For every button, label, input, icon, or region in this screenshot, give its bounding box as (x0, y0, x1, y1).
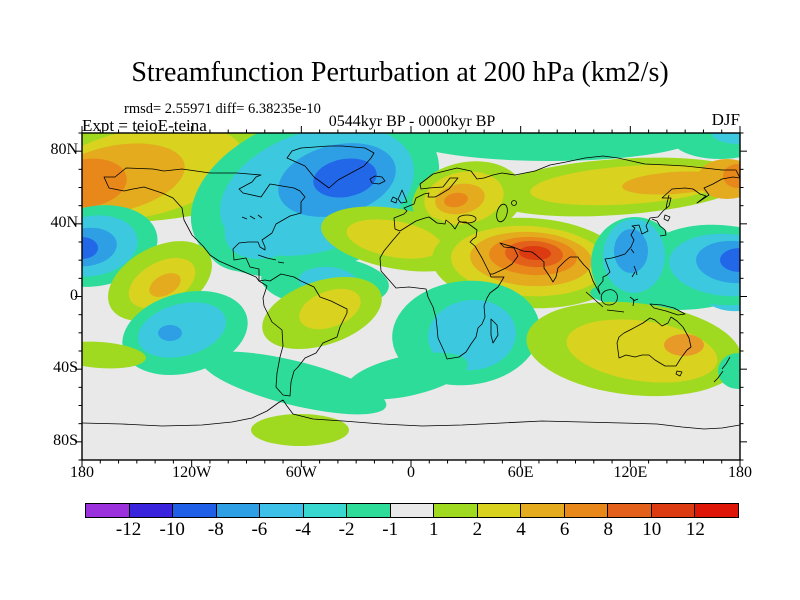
colorbar-label: 1 (429, 519, 439, 540)
map-svg (75, 126, 747, 467)
colorbar (85, 503, 739, 518)
colorbar-cell (86, 504, 130, 517)
y-tick-label: 80N (50, 141, 78, 159)
x-tick-label: 60W (285, 464, 317, 481)
colorbar-cell (608, 504, 652, 517)
colorbar-cell (129, 504, 174, 517)
colorbar-cell (216, 504, 261, 517)
colorbar-cell (390, 504, 435, 517)
colorbar-cell (564, 504, 609, 517)
colorbar-label: -12 (115, 519, 142, 540)
colorbar-label: 8 (603, 519, 613, 540)
feature-antarctic-positive (251, 414, 349, 446)
feature-sh-left-positive (82, 341, 146, 369)
y-tick-label: 40S (53, 359, 78, 377)
world-contour-map (74, 125, 754, 470)
stats-line: rmsd= 2.55971 diff= 6.38235e-10 (124, 101, 321, 117)
x-tick-label: 0 (407, 464, 415, 481)
colorbar-label: 4 (516, 519, 526, 540)
colorbar-cell (521, 504, 565, 517)
season-label: DJF (711, 110, 740, 129)
x-tick-label: 180 (70, 464, 94, 481)
colorbar-cell (651, 504, 696, 517)
y-tick-label: 40N (50, 213, 78, 231)
colorbar-label: -8 (207, 519, 224, 540)
x-tick-label: 120E (613, 464, 648, 481)
colorbar-label: -1 (382, 519, 399, 540)
feature-arctic-eurasia-negative-band (400, 133, 740, 161)
feature-west-pacific-negative (591, 217, 740, 309)
colorbar-cell (347, 504, 391, 517)
coastlines (82, 145, 740, 430)
period-label: 0544kyr BP - 0000kyr BP (328, 113, 496, 130)
colorbar-label: 10 (642, 519, 662, 540)
x-tick-label: 60E (507, 464, 534, 481)
colorbar-label: 6 (559, 519, 570, 540)
x-tick-label: 120W (172, 464, 212, 481)
colorbar-cell (477, 504, 522, 517)
feature-europe-positive (412, 161, 524, 237)
feature-south-pacific-negative-band (122, 290, 468, 415)
colorbar-cell (173, 504, 217, 517)
colorbar-cell (303, 504, 348, 517)
colorbar-label: -6 (251, 519, 268, 540)
colorbar-label: -2 (338, 519, 355, 540)
y-tick-label: 80S (53, 431, 78, 449)
colorbar-cell (434, 504, 478, 517)
axis-ticks (75, 126, 747, 467)
colorbar-cell (260, 504, 304, 517)
colorbar-label: -4 (295, 519, 311, 540)
page-title: Streamfunction Perturbation at 200 hPa (… (131, 57, 669, 88)
colorbar-cell (695, 504, 738, 517)
y-tick-label: 0 (70, 286, 78, 304)
feature-australia-positive (526, 301, 740, 397)
feature-brazil-positive (262, 277, 382, 349)
experiment-label: Expt = teioE-teina (82, 116, 207, 135)
feature-siberia-positive-band (485, 157, 740, 217)
colorbar-label: 2 (472, 519, 483, 540)
colorbar-label: 12 (685, 519, 705, 540)
x-tick-label: 180 (728, 464, 752, 481)
colorbar-label: -10 (159, 519, 185, 540)
